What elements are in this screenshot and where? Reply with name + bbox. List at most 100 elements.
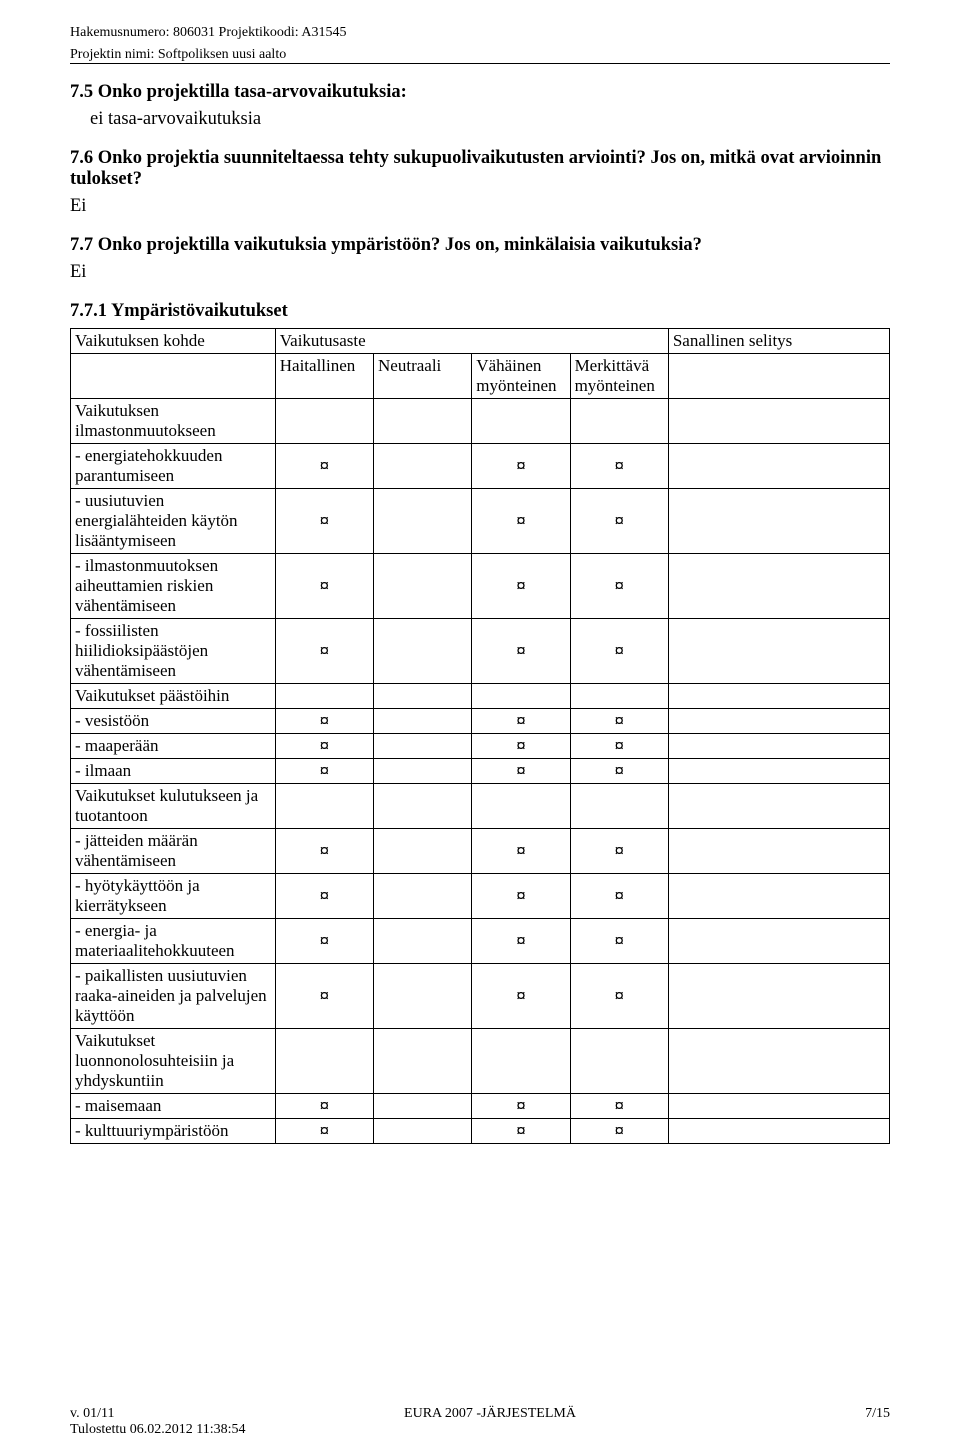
degree-cell: ¤ <box>275 554 373 619</box>
degree-cell: ¤ <box>472 709 570 734</box>
degree-cell: ¤ <box>275 734 373 759</box>
table-row: - uusiutuvien energialähteiden käytön li… <box>71 489 890 554</box>
degree-cell: ¤ <box>275 759 373 784</box>
degree-cell <box>374 759 472 784</box>
degree-cell: ¤ <box>570 759 668 784</box>
degree-cell: ¤ <box>472 964 570 1029</box>
footer-printed: Tulostettu 06.02.2012 11:38:54 <box>70 1422 890 1438</box>
table-row: - energia- ja materiaalitehokkuuteen¤¤¤ <box>71 919 890 964</box>
footer-version: v. 01/11 <box>70 1406 150 1422</box>
degree-cell <box>570 399 668 444</box>
explain-cell <box>668 1094 889 1119</box>
col-haitallinen: Haitallinen <box>275 354 373 399</box>
table-row: Vaikutukset päästöihin <box>71 684 890 709</box>
degree-cell: ¤ <box>275 489 373 554</box>
degree-cell: ¤ <box>570 709 668 734</box>
row-label: - fossiilisten hiilidioksipäästöjen vähe… <box>71 619 276 684</box>
degree-cell: ¤ <box>275 829 373 874</box>
degree-cell <box>570 784 668 829</box>
table-row: - ilmaan¤¤¤ <box>71 759 890 784</box>
table-row: Vaikutukset kulutukseen ja tuotantoon <box>71 784 890 829</box>
degree-cell <box>374 709 472 734</box>
degree-cell <box>374 684 472 709</box>
row-label: - kulttuuriympäristöön <box>71 1119 276 1144</box>
explain-cell <box>668 399 889 444</box>
degree-cell <box>374 1094 472 1119</box>
degree-cell <box>374 554 472 619</box>
section-7-6-heading: 7.6 Onko projektia suunniteltaessa tehty… <box>70 148 890 190</box>
row-label: Vaikutukset luonnonolosuhteisiin ja yhdy… <box>71 1029 276 1094</box>
explain-cell <box>668 489 889 554</box>
col-merkittava: Merkittävä myönteinen <box>570 354 668 399</box>
col-neutraali: Neutraali <box>374 354 472 399</box>
section-7-5-answer: ei tasa-arvovaikutuksia <box>90 109 890 130</box>
degree-cell: ¤ <box>472 554 570 619</box>
degree-cell: ¤ <box>275 1094 373 1119</box>
degree-cell: ¤ <box>472 1119 570 1144</box>
degree-cell <box>275 684 373 709</box>
degree-cell: ¤ <box>570 964 668 1029</box>
section-7-7-answer: Ei <box>70 262 890 283</box>
explain-cell <box>668 684 889 709</box>
table-row: - ilmastonmuutoksen aiheuttamien riskien… <box>71 554 890 619</box>
section-7-7-heading: 7.7 Onko projektilla vaikutuksia ympäris… <box>70 235 890 256</box>
degree-cell <box>374 964 472 1029</box>
explain-cell <box>668 759 889 784</box>
row-label: Vaikutukset kulutukseen ja tuotantoon <box>71 784 276 829</box>
row-label: - maisemaan <box>71 1094 276 1119</box>
degree-cell <box>570 1029 668 1094</box>
degree-cell: ¤ <box>570 1119 668 1144</box>
col-vahainen: Vähäinen myönteinen <box>472 354 570 399</box>
section-7-5-heading: 7.5 Onko projektilla tasa-arvovaikutuksi… <box>70 82 890 103</box>
row-label: - hyötykäyttöön ja kierrätykseen <box>71 874 276 919</box>
explain-cell <box>668 964 889 1029</box>
degree-cell: ¤ <box>472 734 570 759</box>
explain-cell <box>668 1119 889 1144</box>
explain-cell <box>668 554 889 619</box>
table-row: - paikallisten uusiutuvien raaka-aineide… <box>71 964 890 1029</box>
explain-cell <box>668 444 889 489</box>
row-label: - energiatehokkuuden parantumiseen <box>71 444 276 489</box>
degree-cell: ¤ <box>472 919 570 964</box>
section-7-7-1-heading: 7.7.1 Ympäristövaikutukset <box>70 301 890 322</box>
degree-cell <box>275 784 373 829</box>
degree-cell <box>472 399 570 444</box>
degree-cell: ¤ <box>570 919 668 964</box>
degree-cell <box>374 874 472 919</box>
degree-cell <box>374 399 472 444</box>
table-row: - maisemaan¤¤¤ <box>71 1094 890 1119</box>
explain-cell <box>668 709 889 734</box>
degree-cell: ¤ <box>275 874 373 919</box>
degree-cell: ¤ <box>472 619 570 684</box>
page-footer: v. 01/11 EURA 2007 -JÄRJESTELMÄ 7/15 Tul… <box>70 1406 890 1438</box>
degree-cell: ¤ <box>570 734 668 759</box>
degree-cell: ¤ <box>472 829 570 874</box>
degree-cell: ¤ <box>570 874 668 919</box>
degree-cell: ¤ <box>472 759 570 784</box>
degree-cell: ¤ <box>472 444 570 489</box>
table-row: - hyötykäyttöön ja kierrätykseen¤¤¤ <box>71 874 890 919</box>
degree-cell <box>374 489 472 554</box>
row-label: Vaikutuksen ilmastonmuutokseen <box>71 399 276 444</box>
table-row: Vaikutukset luonnonolosuhteisiin ja yhdy… <box>71 1029 890 1094</box>
degree-cell <box>275 1029 373 1094</box>
explain-cell <box>668 619 889 684</box>
explain-cell <box>668 734 889 759</box>
row-label: - jätteiden määrän vähentämiseen <box>71 829 276 874</box>
table-row: - vesistöön¤¤¤ <box>71 709 890 734</box>
table-header-row-1: Vaikutuksen kohde Vaikutusaste Sanalline… <box>71 329 890 354</box>
degree-cell <box>374 619 472 684</box>
table-row: - maaperään¤¤¤ <box>71 734 890 759</box>
table-empty-cell <box>668 354 889 399</box>
degree-cell <box>374 829 472 874</box>
degree-cell: ¤ <box>570 619 668 684</box>
degree-cell: ¤ <box>275 964 373 1029</box>
table-row: - energiatehokkuuden parantumiseen¤¤¤ <box>71 444 890 489</box>
degree-cell: ¤ <box>275 709 373 734</box>
table-row: - kulttuuriympäristöön¤¤¤ <box>71 1119 890 1144</box>
degree-cell: ¤ <box>275 619 373 684</box>
row-label: - vesistöön <box>71 709 276 734</box>
table-row: - fossiilisten hiilidioksipäästöjen vähe… <box>71 619 890 684</box>
row-label: - maaperään <box>71 734 276 759</box>
explain-cell <box>668 874 889 919</box>
